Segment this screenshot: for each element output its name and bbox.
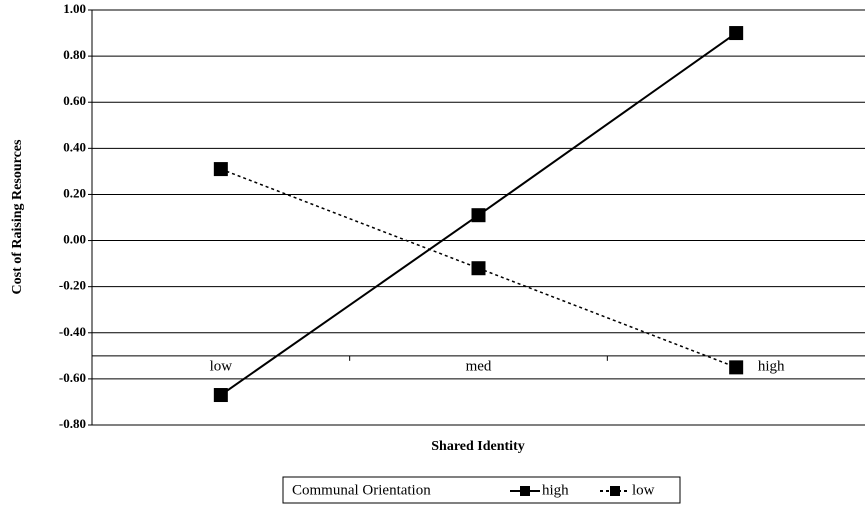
legend-marker — [610, 486, 620, 496]
legend-label: low — [632, 482, 655, 498]
y-tick-label: -0.20 — [59, 278, 86, 293]
x-tick-label: high — [758, 358, 785, 374]
marker — [213, 162, 228, 177]
marker — [471, 208, 486, 223]
y-tick-label: 0.80 — [63, 47, 86, 62]
marker — [729, 26, 744, 41]
x-tick-label: med — [466, 358, 492, 374]
y-tick-label: 0.00 — [63, 232, 86, 247]
y-axis-title: Cost of Raising Resources — [10, 139, 25, 294]
y-tick-label: -0.40 — [59, 324, 86, 339]
marker — [471, 261, 486, 276]
y-tick-label: 0.20 — [63, 185, 86, 200]
y-tick-label: -0.80 — [59, 416, 86, 431]
y-tick-label: 0.40 — [63, 139, 86, 154]
legend-label: high — [542, 482, 569, 498]
legend-title: Communal Orientation — [292, 482, 431, 498]
y-tick-label: 0.60 — [63, 93, 86, 108]
marker — [213, 388, 228, 403]
y-tick-label: -0.60 — [59, 370, 86, 385]
x-axis-title: Shared Identity — [431, 439, 524, 454]
marker — [729, 360, 744, 375]
x-tick-label: low — [210, 358, 233, 374]
legend-marker — [520, 486, 530, 496]
y-tick-label: 1.00 — [63, 1, 86, 16]
